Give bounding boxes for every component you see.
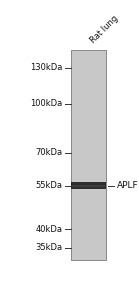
Bar (71, 182, 106, 189)
Bar (72, 185, 105, 187)
Text: 70kDa: 70kDa (35, 148, 63, 157)
Text: 40kDa: 40kDa (36, 225, 63, 234)
Text: 35kDa: 35kDa (35, 243, 63, 252)
Bar (71, 50, 106, 260)
Text: 130kDa: 130kDa (30, 63, 63, 72)
Text: APLF: APLF (116, 181, 138, 190)
Text: 55kDa: 55kDa (36, 181, 63, 190)
Text: 100kDa: 100kDa (30, 99, 63, 108)
Text: Rat lung: Rat lung (89, 14, 120, 45)
